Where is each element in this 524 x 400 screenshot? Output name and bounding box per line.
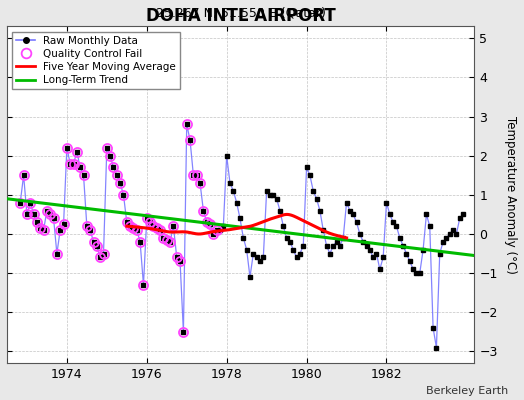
Y-axis label: Temperature Anomaly (°C): Temperature Anomaly (°C) xyxy=(504,116,517,274)
Text: Berkeley Earth: Berkeley Earth xyxy=(426,386,508,396)
Title: DOHA INTL AIRPORT: DOHA INTL AIRPORT xyxy=(146,7,335,25)
Text: 25.267 N, 51.550 E (Qatar): 25.267 N, 51.550 E (Qatar) xyxy=(156,7,325,20)
Legend: Raw Monthly Data, Quality Control Fail, Five Year Moving Average, Long-Term Tren: Raw Monthly Data, Quality Control Fail, … xyxy=(12,32,180,90)
